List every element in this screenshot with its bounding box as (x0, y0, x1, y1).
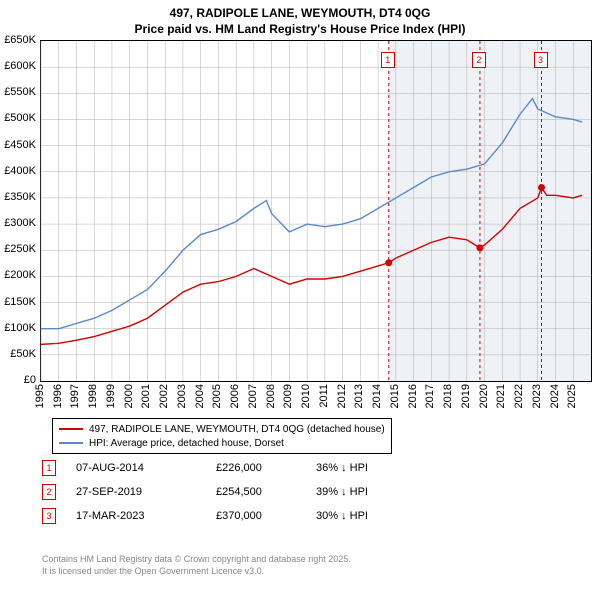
sales-date: 17-MAR-2023 (76, 510, 216, 522)
x-tick-label: 2024 (549, 384, 561, 408)
chart-svg (41, 41, 591, 381)
y-tick-label: £650K (0, 34, 36, 46)
y-tick-label: £0 (0, 374, 36, 386)
x-tick-label: 2005 (211, 384, 223, 408)
x-tick-label: 2001 (140, 384, 152, 408)
x-tick-label: 2000 (123, 384, 135, 408)
chart-plot-area (40, 40, 592, 382)
x-tick-label: 2002 (158, 384, 170, 408)
sales-row: 1 07-AUG-2014£226,00036% ↓ HPI (42, 456, 396, 480)
x-tick-label: 2009 (282, 384, 294, 408)
footer: Contains HM Land Registry data © Crown c… (42, 554, 351, 577)
x-tick-label: 2016 (407, 384, 419, 408)
x-tick-label: 2004 (194, 384, 206, 408)
chart-title-line2: Price paid vs. HM Land Registry's House … (0, 22, 600, 36)
sales-marker-box: 1 (42, 460, 56, 476)
legend: 497, RADIPOLE LANE, WEYMOUTH, DT4 0QG (d… (52, 418, 392, 454)
sales-row: 2 27-SEP-2019£254,50039% ↓ HPI (42, 480, 396, 504)
y-tick-label: £600K (0, 60, 36, 72)
x-tick-label: 1997 (69, 384, 81, 408)
x-tick-label: 2017 (424, 384, 436, 408)
x-tick-label: 2023 (531, 384, 543, 408)
sales-row: 3 17-MAR-2023£370,00030% ↓ HPI (42, 504, 396, 528)
x-tick-label: 2006 (229, 384, 241, 408)
marker-label-box: 1 (381, 52, 395, 68)
x-tick-label: 1995 (34, 384, 46, 408)
y-tick-label: £550K (0, 86, 36, 98)
sales-price: £254,500 (216, 486, 316, 498)
legend-swatch (59, 428, 83, 430)
sales-hpi-gap: 30% ↓ HPI (316, 510, 396, 522)
y-tick-label: £400K (0, 165, 36, 177)
legend-item: HPI: Average price, detached house, Dors… (59, 436, 385, 450)
x-tick-label: 2007 (247, 384, 259, 408)
y-tick-label: £50K (0, 348, 36, 360)
x-tick-label: 2012 (336, 384, 348, 408)
x-tick-label: 2015 (389, 384, 401, 408)
x-tick-label: 2010 (300, 384, 312, 408)
y-tick-label: £150K (0, 296, 36, 308)
legend-label: 497, RADIPOLE LANE, WEYMOUTH, DT4 0QG (d… (89, 424, 385, 435)
y-tick-label: £500K (0, 112, 36, 124)
legend-swatch (59, 442, 83, 444)
x-tick-label: 2019 (460, 384, 472, 408)
x-tick-label: 2014 (371, 384, 383, 408)
y-tick-label: £300K (0, 217, 36, 229)
sales-marker-box: 2 (42, 484, 56, 500)
sales-hpi-gap: 39% ↓ HPI (316, 486, 396, 498)
sales-table: 1 07-AUG-2014£226,00036% ↓ HPI 2 27-SEP-201… (42, 456, 396, 528)
y-tick-label: £350K (0, 191, 36, 203)
x-tick-label: 2018 (442, 384, 454, 408)
x-tick-label: 1999 (105, 384, 117, 408)
x-tick-label: 1996 (52, 384, 64, 408)
x-tick-label: 1998 (87, 384, 99, 408)
sales-price: £370,000 (216, 510, 316, 522)
marker-label-box: 3 (534, 52, 548, 68)
x-tick-label: 2008 (265, 384, 277, 408)
marker-label-box: 2 (472, 52, 486, 68)
x-tick-label: 2025 (566, 384, 578, 408)
x-tick-label: 2021 (495, 384, 507, 408)
sales-date: 27-SEP-2019 (76, 486, 216, 498)
x-tick-label: 2020 (478, 384, 490, 408)
y-tick-label: £200K (0, 269, 36, 281)
x-tick-label: 2011 (318, 384, 330, 408)
sales-hpi-gap: 36% ↓ HPI (316, 462, 396, 474)
y-tick-label: £100K (0, 322, 36, 334)
legend-label: HPI: Average price, detached house, Dors… (89, 438, 284, 449)
x-tick-label: 2013 (353, 384, 365, 408)
y-tick-label: £250K (0, 243, 36, 255)
y-tick-label: £450K (0, 139, 36, 151)
sales-price: £226,000 (216, 462, 316, 474)
chart-title-line1: 497, RADIPOLE LANE, WEYMOUTH, DT4 0QG (0, 6, 600, 20)
page-root: { "title_line1": "497, RADIPOLE LANE, WE… (0, 0, 600, 590)
legend-item: 497, RADIPOLE LANE, WEYMOUTH, DT4 0QG (d… (59, 422, 385, 436)
sales-date: 07-AUG-2014 (76, 462, 216, 474)
sales-marker-box: 3 (42, 508, 56, 524)
x-tick-label: 2003 (176, 384, 188, 408)
x-tick-label: 2022 (513, 384, 525, 408)
footer-line2: It is licensed under the Open Government… (42, 566, 351, 578)
footer-line1: Contains HM Land Registry data © Crown c… (42, 554, 351, 566)
